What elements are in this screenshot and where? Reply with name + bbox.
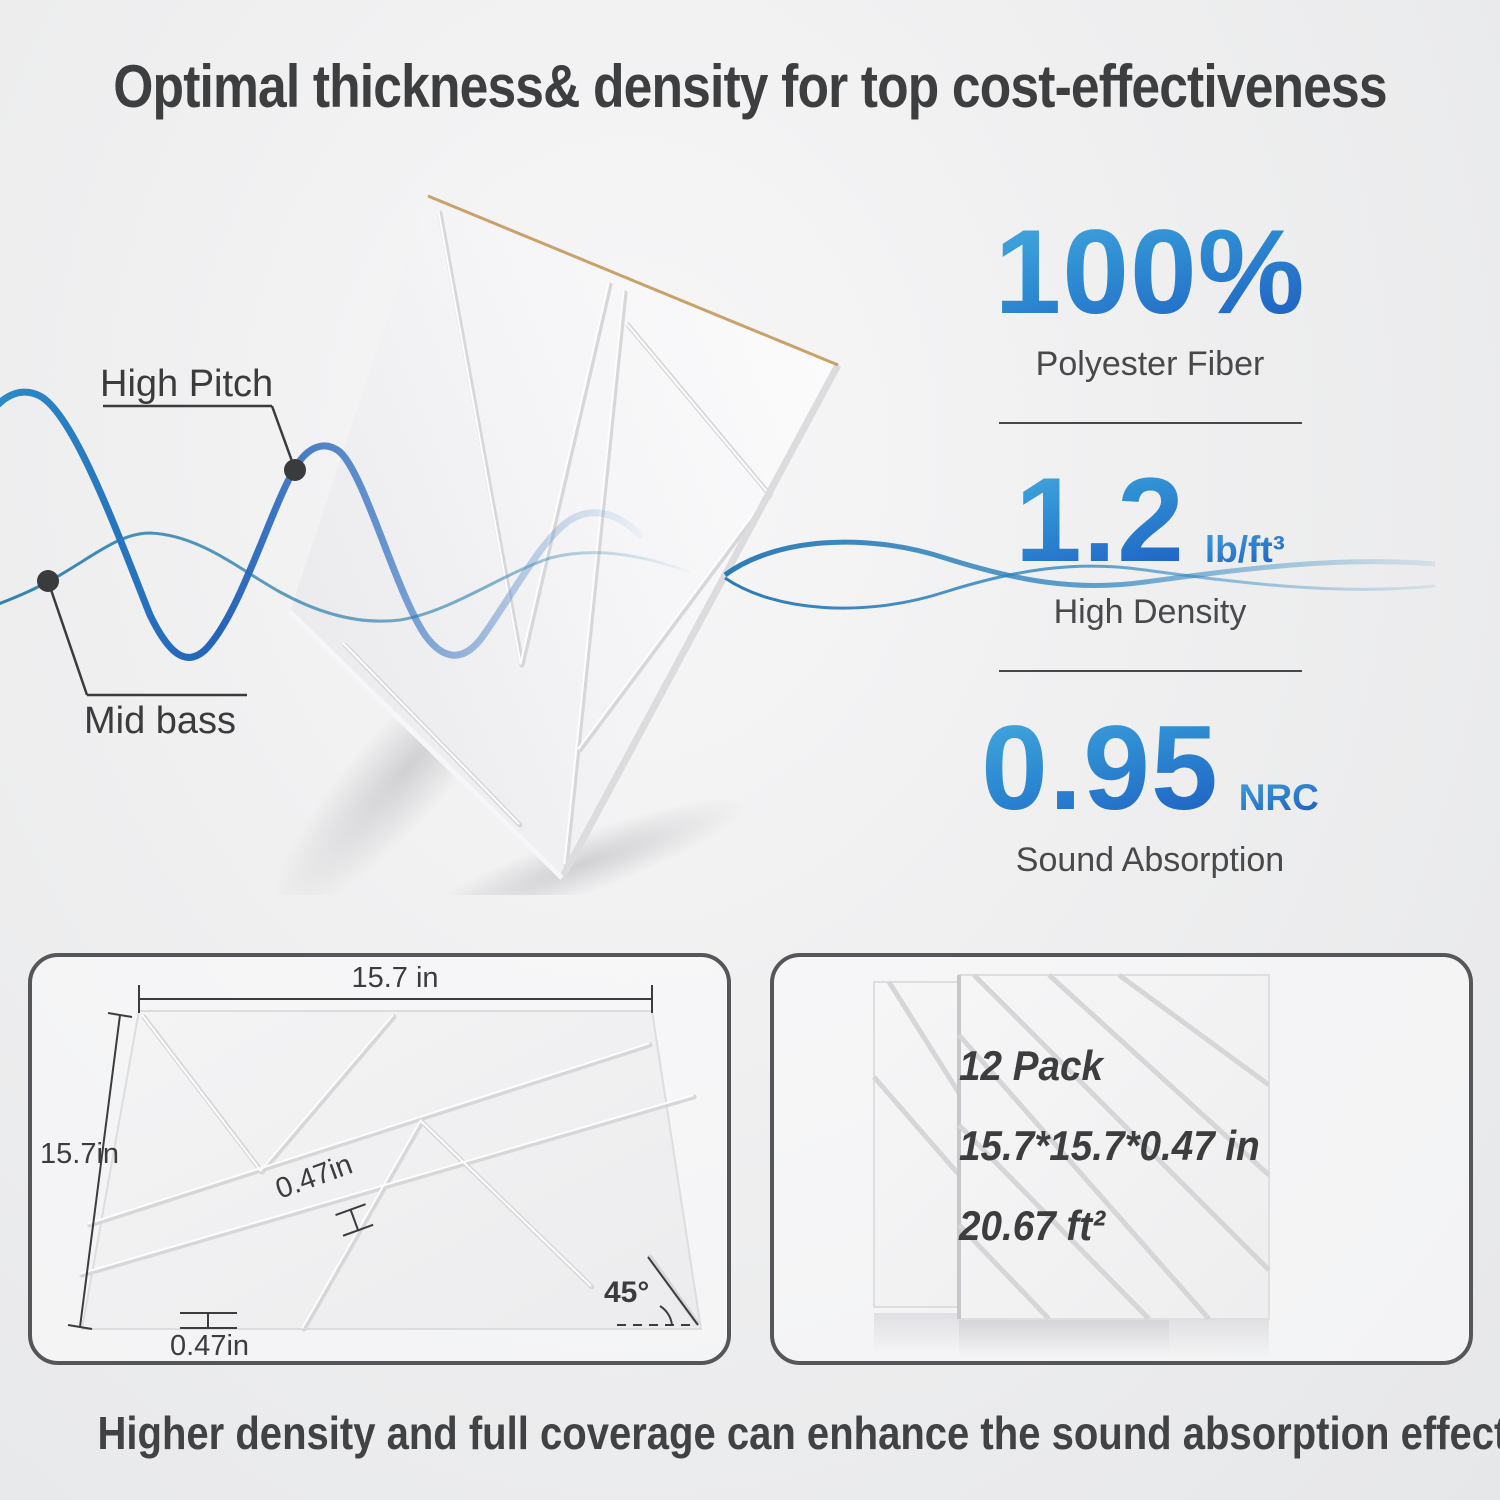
transmitted-wave-1: [723, 539, 1436, 589]
height-ruler: [67, 1012, 133, 1330]
stat-density-label: High Density: [1053, 593, 1247, 631]
pack-panels: [872, 972, 1271, 1359]
high-pitch-label: High Pitch: [100, 363, 274, 405]
pack-count-text: 12 Pack: [959, 1042, 1103, 1089]
panel-reflection-front: [959, 1317, 1269, 1359]
acoustic-panel-3d: [271, 194, 842, 895]
dimension-diagram: 15.7 in 15.7in 0.47in 0.47in: [40, 962, 703, 1361]
high-pitch-leader: [103, 404, 295, 465]
pack-coverage-text: 20.67 ft²: [959, 1202, 1106, 1249]
dimension-box: 15.7 in 15.7in 0.47in 0.47in: [28, 953, 731, 1365]
stat-nrc-label: Sound Absorption: [1015, 841, 1285, 879]
spec-stats: 100% Polyester Fiber 1.2 lb/ft³ High Den…: [945, 212, 1355, 880]
panel-shadow-2: [410, 797, 750, 895]
stat-divider-1: [998, 422, 1302, 424]
width-ruler: [138, 985, 653, 1013]
width-dimension-label: 15.7 in: [351, 962, 438, 994]
pack-size-text: 15.7*15.7*0.47 in: [959, 1122, 1260, 1169]
panel-perspective-groove-highlights: [79, 1014, 694, 1329]
stat-polyester-value: 100%: [994, 205, 1306, 339]
stat-density-value: 1.2: [1015, 453, 1185, 587]
stat-polyester-label: Polyester Fiber: [1035, 345, 1265, 383]
height-dimension-label: 15.7in: [40, 1138, 119, 1170]
stat-nrc-value: 0.95: [981, 701, 1219, 835]
bottom-thickness-marker: [180, 1312, 237, 1329]
sound-waves: [0, 388, 691, 697]
high-pitch-marker-dot: [284, 459, 306, 481]
transmitted-wave-2: [724, 564, 1436, 610]
bottom-thickness-label: 0.47in: [170, 1330, 249, 1361]
panel-left-edge: [288, 610, 564, 880]
bevel-angle-label: 45°: [604, 1276, 649, 1309]
pack-panel-front: [957, 972, 1271, 1321]
mid-bass-leader: [46, 580, 247, 697]
high-pitch-wave: [0, 388, 644, 661]
page-title: Optimal thickness& density for top cost-…: [113, 53, 1387, 120]
stat-density-unit: lb/ft³: [1204, 529, 1285, 570]
stat-nrc-unit: NRC: [1238, 777, 1319, 818]
stat-divider-2: [998, 670, 1302, 672]
bottom-caption: Higher density and full coverage can enh…: [97, 1407, 1500, 1459]
bevel-angle-annotation: [617, 1256, 699, 1326]
mid-bass-label: Mid bass: [84, 700, 237, 742]
stat-nrc: 0.95 NRC Sound Absorption: [945, 708, 1355, 880]
panel-right-edge: [558, 363, 842, 880]
stat-density: 1.2 lb/ft³ High Density: [945, 460, 1355, 632]
stat-polyester: 100% Polyester Fiber: [945, 212, 1355, 384]
panel-groove-highlights: [342, 210, 770, 865]
mid-bass-marker-dot: [37, 570, 59, 592]
panel-top-edge-tan: [427, 194, 839, 367]
pack-box: 12 Pack 15.7*15.7*0.47 in 20.67 ft²: [770, 953, 1473, 1365]
mid-bass-wave: [0, 531, 691, 623]
mid-thickness-marker: [335, 1203, 374, 1237]
transmitted-waves: [723, 539, 1436, 610]
panel-face: [290, 196, 838, 878]
